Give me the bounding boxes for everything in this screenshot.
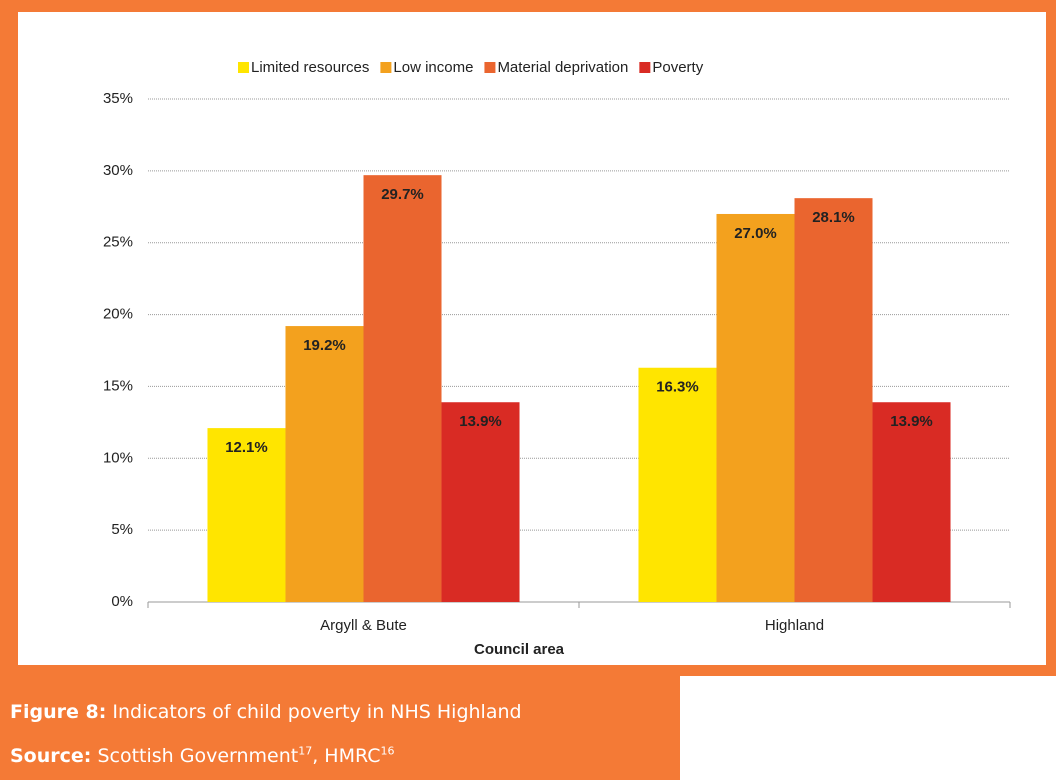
y-tick-label: 5% — [111, 521, 133, 538]
caption: Figure 8: Indicators of child poverty in… — [0, 676, 680, 780]
legend-label: Poverty — [652, 59, 703, 76]
x-tick-label: Highland — [765, 617, 824, 634]
bar — [363, 175, 442, 602]
legend-label: Limited resources — [251, 59, 369, 76]
bar — [716, 213, 795, 602]
y-tick-label: 30% — [103, 162, 133, 179]
y-tick-label: 15% — [103, 377, 133, 394]
value-label: 19.2% — [303, 337, 346, 354]
bar — [794, 198, 873, 603]
source: , HMRC — [312, 745, 381, 767]
y-tick-label: 20% — [103, 306, 133, 323]
value-label: 13.9% — [890, 413, 933, 430]
value-label: 27.0% — [734, 225, 777, 242]
reference: 17 — [298, 744, 313, 758]
reference: 16 — [380, 744, 395, 758]
figure-text: Indicators of child poverty in NHS Highl… — [112, 701, 522, 723]
chart: Council area 0% 5% 10% 15% 20% 25% 30% 35% Argyl… — [18, 12, 1046, 665]
legend-swatch — [484, 62, 496, 73]
legend-swatch — [380, 62, 392, 73]
caption-line: Source: Scottish Government17, HMRC16 — [10, 734, 680, 778]
bar — [872, 402, 951, 602]
source: Scottish Government — [97, 745, 299, 767]
bar — [207, 428, 286, 602]
value-label: 29.7% — [381, 186, 424, 203]
legend-swatch — [639, 62, 651, 73]
bar — [285, 326, 364, 602]
bar — [441, 402, 520, 602]
y-tick-label: 0% — [111, 593, 133, 610]
x-tick-label: Argyll & Bute — [320, 617, 407, 634]
value-label: 12.1% — [225, 439, 268, 456]
legend-label: Low income — [393, 59, 473, 76]
value-label: 28.1% — [812, 209, 855, 226]
value-label: 13.9% — [459, 413, 502, 430]
legend-swatch — [238, 62, 249, 73]
bar — [638, 367, 717, 602]
figure-label: Figure 8: — [10, 701, 107, 723]
legend-label: Material deprivation — [497, 59, 628, 76]
source-label: Source: — [10, 745, 92, 767]
value-label: 16.3% — [656, 379, 699, 396]
y-tick-label: 25% — [103, 234, 133, 251]
y-tick-label: 10% — [103, 449, 133, 466]
y-tick-label: 35% — [103, 90, 133, 107]
x-axis-title: Council area — [474, 641, 565, 658]
caption-line: Figure 8: Indicators of child poverty in… — [10, 690, 680, 734]
